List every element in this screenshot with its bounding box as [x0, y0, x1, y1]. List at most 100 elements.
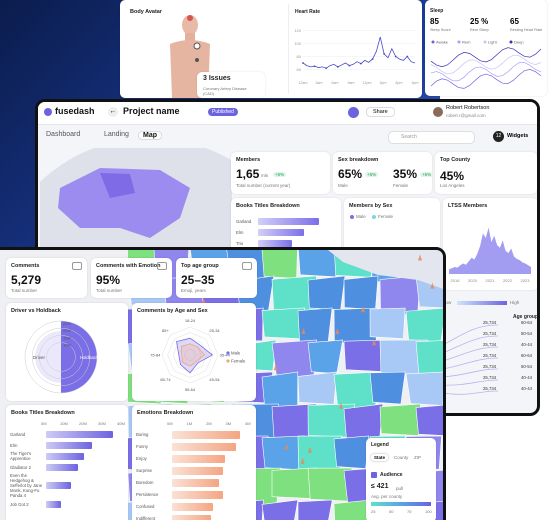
tab[interactable]: Landing — [104, 131, 129, 138]
kpi-title: Top age group — [181, 263, 219, 269]
sleep-line — [430, 69, 542, 89]
edit-button[interactable] — [348, 107, 359, 118]
bar-row: Boredom — [136, 477, 252, 488]
bar-label: Job Got 2 — [10, 501, 29, 507]
sleep-line — [430, 62, 542, 82]
bar-row: Enjoy — [136, 453, 252, 464]
bar-label: Trio — [236, 240, 244, 246]
legend-tab[interactable]: ZIP — [414, 455, 422, 460]
x-axis: 0M 1M 2M 3M 4M — [136, 421, 252, 429]
layer-name: Audience — [380, 472, 403, 478]
radar-series — [176, 337, 214, 374]
bar-label: Persistence — [136, 492, 159, 497]
axis-label: 18-24 — [185, 318, 196, 323]
share-button[interactable]: Share — [366, 107, 395, 117]
widgets-label[interactable]: Widgets — [507, 133, 529, 139]
sex-label: Male — [338, 183, 348, 188]
tab[interactable]: Dashboard — [46, 131, 81, 138]
books-chart: 0M 10M 20M 30M 40M Garland Elm The Tiger's Appr… — [10, 421, 125, 510]
project-name: Project name — [123, 106, 180, 116]
axis-label: 25-34 — [209, 328, 220, 333]
age-curve — [443, 379, 499, 386]
holdback-sector — [61, 321, 97, 393]
y-tick-label: 120 — [294, 28, 301, 33]
members-sex-title: Members by Sex — [349, 203, 393, 209]
kpi-icon — [157, 262, 167, 270]
scale-label: 25 — [371, 509, 376, 514]
checkbox[interactable] — [371, 472, 377, 478]
bar-label: Garland — [236, 218, 252, 224]
county-card: Top County 45% Los Angeles — [435, 152, 537, 194]
radar-grid — [161, 326, 219, 384]
state — [405, 371, 443, 406]
county-label: Los Angeles — [440, 183, 465, 188]
issue-detail: Coronary Artery Disease (CAD) — [203, 86, 247, 96]
sleep-stat-label: Rem Sleep — [470, 28, 489, 32]
back-button[interactable]: ← — [108, 107, 118, 117]
driver-chart: 10M 15M 20M 25M Driver Holdback — [24, 320, 99, 394]
status[interactable]: Published — [208, 108, 238, 116]
user-email: robert.r@gmail.com — [446, 113, 486, 118]
tab[interactable]: Map — [138, 131, 162, 140]
heart-chart: 60 80 100 120 12am 3am 6am 9am 12pm 3pm 6pm 9pm — [294, 28, 418, 85]
ring-label: 25M — [63, 321, 71, 326]
widgets-count: 12 — [493, 131, 504, 142]
bar-label: Gladiator 2 — [10, 464, 32, 470]
axis-label: 65-74 — [160, 377, 171, 382]
issue-popup[interactable]: 3 Issues Coronary Artery Disease (CAD) — [197, 72, 265, 98]
kpi-icon — [242, 262, 252, 270]
legend-tab[interactable]: County — [394, 455, 409, 460]
state — [333, 499, 372, 520]
legend-label: Male — [356, 214, 366, 219]
bar-label: Confused — [136, 504, 155, 509]
bar-row: The Tiger's Apprentice — [10, 451, 124, 461]
heart-point — [360, 62, 362, 65]
state — [333, 435, 370, 469]
bar-label: Funny — [136, 444, 148, 449]
books-card: Books Titles Breakdown 0M 10M 20M 30M 40M Gar… — [6, 405, 128, 520]
bar — [46, 463, 79, 471]
heart-point — [371, 58, 374, 60]
bar — [172, 466, 223, 475]
sleep-stat-label: Resting Heart Rate — [510, 28, 543, 32]
axis-label: 75-84 — [150, 353, 161, 358]
sex-value: 35% — [393, 167, 418, 181]
sleep-line — [430, 54, 542, 75]
logo — [44, 108, 52, 116]
legend-card: Legend Audience ≤ 421 pull Avg. per coun… — [366, 438, 436, 520]
x-tick-label: 12pm — [363, 81, 372, 85]
bar — [172, 490, 223, 499]
x-tick-label: 2022 — [503, 278, 513, 283]
state — [343, 275, 379, 310]
state — [297, 499, 333, 520]
heart-point — [383, 53, 386, 55]
members-note: Total number (current year) — [236, 183, 291, 188]
x-tick-label: 3M — [225, 421, 232, 426]
marker — [273, 364, 278, 371]
bar — [172, 514, 211, 520]
search[interactable]: Search — [388, 131, 475, 144]
legend-scale — [371, 502, 431, 506]
state — [415, 340, 443, 378]
members-unit: mln — [261, 173, 269, 178]
marker — [301, 327, 306, 334]
bar — [172, 454, 225, 463]
sex-change: +5% — [365, 172, 379, 177]
age-curve — [443, 346, 499, 362]
legend-label: Female — [231, 359, 246, 364]
legend-note: Avg. per county — [371, 494, 403, 499]
bar-row: Gladiator 2 — [10, 462, 124, 472]
state — [415, 404, 443, 436]
x-tick-label: 0M — [41, 421, 47, 426]
legend-unit: pull — [396, 486, 404, 491]
x-tick-label: 30M — [98, 421, 106, 426]
age-label: 40-44 — [521, 386, 533, 391]
bar-row: Surprise — [136, 465, 252, 476]
scale-label: 75 — [407, 509, 412, 514]
legend-label: Male — [231, 351, 241, 356]
age-curve — [443, 335, 499, 354]
bar-label: Surprise — [136, 468, 153, 473]
legend-tab[interactable]: State — [371, 454, 389, 461]
bar-label: Elm — [10, 442, 18, 448]
x-axis: 0M 10M 20M 30M 40M — [10, 421, 125, 429]
